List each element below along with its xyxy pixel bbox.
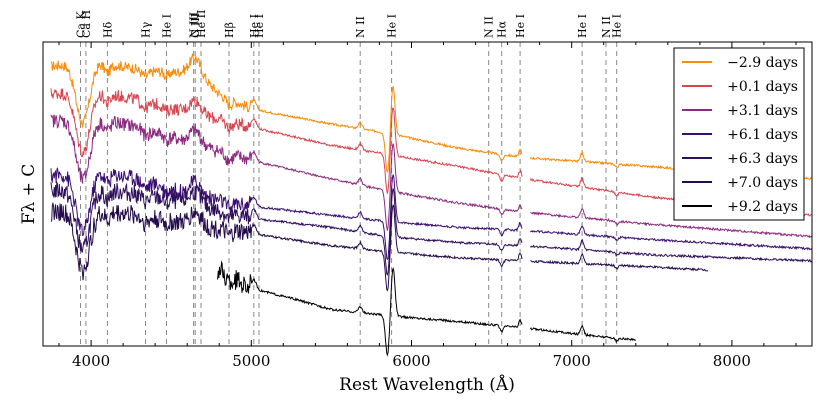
line-marker-label: Hα — [496, 20, 509, 38]
line-marker-label: He I — [248, 14, 261, 38]
x-tick-label: 6000 — [392, 352, 430, 370]
line-marker-label: He I — [514, 14, 527, 38]
line-marker-label: N II — [600, 16, 613, 38]
line-marker-label: He I — [611, 14, 624, 38]
plot-frame — [42, 41, 813, 347]
series-line — [217, 260, 636, 357]
line-marker-label: He I — [576, 14, 589, 38]
line-marker-label: N III — [188, 12, 201, 38]
series-line — [50, 167, 813, 261]
line-marker-label: He II — [195, 10, 208, 38]
line-marker-label: Hβ — [223, 22, 236, 38]
y-axis-label: Fλ + C — [19, 164, 39, 225]
line-marker-label: He I — [253, 14, 266, 38]
line-marker-label: He I — [161, 14, 174, 38]
legend-label: +0.1 days — [727, 79, 798, 95]
series-line — [50, 180, 813, 277]
series-line — [50, 113, 812, 239]
x-tick-label: 7000 — [553, 352, 591, 370]
legend-label: +3.1 days — [727, 103, 798, 119]
series-line — [50, 202, 709, 292]
line-marker-label: Ca K — [75, 11, 88, 38]
line-marker-label: Hγ — [140, 21, 153, 38]
line-marker-label: N II — [354, 16, 367, 38]
x-tick-label: 4000 — [72, 352, 110, 370]
line-marker-label: N II — [483, 16, 496, 38]
legend-label: −2.9 days — [727, 55, 798, 71]
legend-label: +6.3 days — [727, 151, 798, 167]
legend: −2.9 days +0.1 days +3.1 days +6.1 days +6.3… — [673, 47, 805, 221]
line-marker-label: Hδ — [101, 21, 114, 38]
x-tick-label: 5000 — [232, 352, 270, 370]
x-axis-label: Rest Wavelength (Å) — [339, 374, 515, 395]
x-tick-label: 8000 — [713, 352, 751, 370]
line-marker-label: He I — [386, 14, 399, 38]
legend-label: +6.1 days — [727, 127, 798, 143]
x-tick-layer: 4000 5000 6000 7000 8000 — [58, 42, 797, 370]
line-marker-label: C III — [189, 13, 202, 38]
legend-label: +9.2 days — [727, 199, 798, 215]
legend-label: +7.0 days — [727, 175, 798, 191]
line-marker-label: Ca H — [80, 10, 93, 38]
